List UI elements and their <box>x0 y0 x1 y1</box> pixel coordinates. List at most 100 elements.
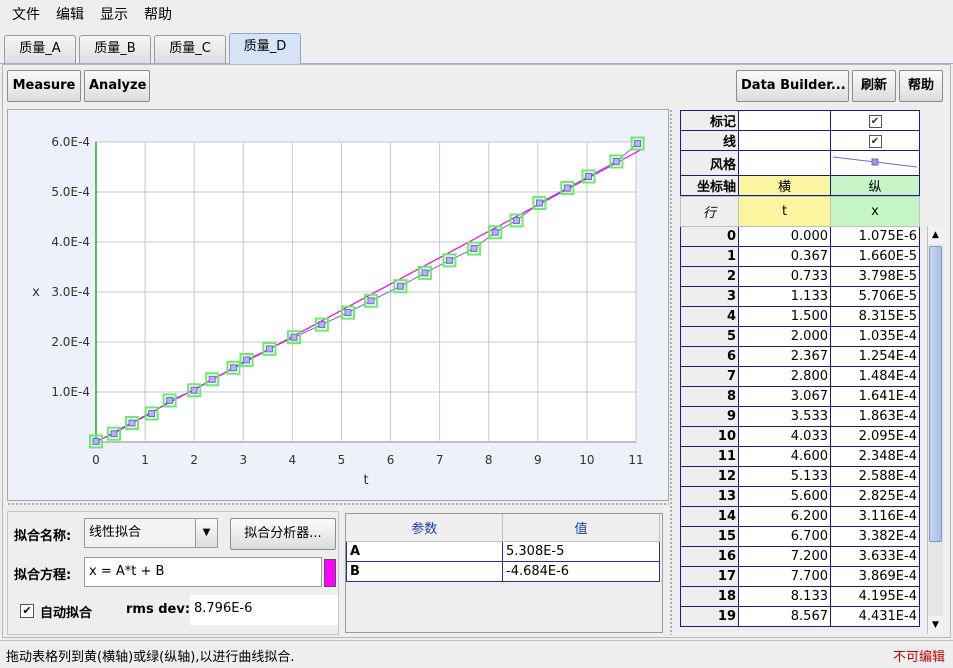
table-row[interactable]: 4 1.500 8.315E-5 <box>680 306 920 327</box>
menu-help[interactable]: 帮助 <box>144 7 172 23</box>
analyze-button[interactable]: Analyze <box>84 70 150 102</box>
y-tick-label: 3.0E-4 <box>51 285 90 299</box>
cell-x: 8.315E-5 <box>830 306 920 327</box>
cell-x: 1.254E-4 <box>830 346 920 367</box>
data-point-highlight <box>314 317 329 332</box>
x-tick-label: 8 <box>485 453 493 467</box>
prop-cell <box>738 130 831 151</box>
row-index: 12 <box>680 466 739 487</box>
y-tick-label: 2.0E-4 <box>51 335 90 349</box>
data-builder-button[interactable]: Data Builder... <box>736 70 849 102</box>
status-bar: 拖动表格列到黄(横轴)或绿(纵轴),以进行曲线拟合. 不可编辑 <box>0 640 953 668</box>
tab-mass-b[interactable]: 质量_B <box>79 35 151 63</box>
table-row[interactable]: 16 7.200 3.633E-4 <box>680 546 920 567</box>
fit-type-dropdown[interactable]: 线性拟合 ▼ <box>84 518 218 548</box>
prop-label: 坐标轴 <box>680 175 739 196</box>
cell-x: 1.484E-4 <box>830 366 920 387</box>
table-row[interactable]: 9 3.533 1.863E-4 <box>680 406 920 427</box>
table-row[interactable]: 3 1.133 5.706E-5 <box>680 286 920 307</box>
cell-t: 2.367 <box>738 346 831 367</box>
style-swatch[interactable] <box>830 150 920 176</box>
x-tick-label: 0 <box>92 453 100 467</box>
table-row[interactable]: A 5.308E-5 <box>346 540 660 562</box>
row-header: 行 <box>680 196 739 227</box>
data-point <box>208 375 216 383</box>
vertical-splitter[interactable] <box>669 109 673 635</box>
scroll-down-icon[interactable]: ▼ <box>928 616 943 634</box>
row-index: 0 <box>680 226 739 247</box>
row-index: 15 <box>680 526 739 547</box>
table-row[interactable]: 10 4.033 2.095E-4 <box>680 426 920 447</box>
plot-panel[interactable]: 0 1 2 3 4 5 6 7 8 9 10 11 1.0E-4 2.0E-4 3.0E-4 4.0E-4 5.… <box>7 109 669 501</box>
scroll-thumb[interactable] <box>929 246 942 542</box>
horizontal-axis-cell[interactable]: 横 <box>738 175 831 196</box>
table-row[interactable]: 5 2.000 1.035E-4 <box>680 326 920 347</box>
table-row[interactable]: 2 0.733 3.798E-5 <box>680 266 920 287</box>
menu-file[interactable]: 文件 <box>12 7 40 23</box>
table-row[interactable]: 19 8.567 4.431E-4 <box>680 606 920 627</box>
cell-x: 5.706E-5 <box>830 286 920 307</box>
menu-bar: 文件 编辑 显示 帮助 <box>0 0 953 30</box>
table-row[interactable]: 1 0.367 1.660E-5 <box>680 246 920 267</box>
help-button[interactable]: 帮助 <box>899 70 943 102</box>
cell-x: 2.825E-4 <box>830 486 920 507</box>
table-row[interactable]: 8 3.067 1.641E-4 <box>680 386 920 407</box>
cell-x: 3.116E-4 <box>830 506 920 527</box>
row-index: 17 <box>680 566 739 587</box>
tab-mass-d[interactable]: 质量_D <box>229 33 301 64</box>
measure-button[interactable]: Measure <box>7 70 81 102</box>
column-header-t[interactable]: t <box>738 196 831 227</box>
cell-t: 2.800 <box>738 366 831 387</box>
data-point <box>243 356 251 364</box>
fit-line <box>95 149 642 443</box>
data-point <box>585 173 593 180</box>
column-header-x[interactable]: x <box>830 196 920 227</box>
table-row[interactable]: 11 4.600 2.348E-4 <box>680 446 920 467</box>
cell-t: 0.000 <box>738 226 831 247</box>
table-row[interactable]: B -4.684E-6 <box>346 560 660 582</box>
table-row[interactable]: 17 7.700 3.869E-4 <box>680 566 920 587</box>
cell-x: 2.588E-4 <box>830 466 920 487</box>
fit-equation-field[interactable]: x = A*t + B <box>84 557 322 587</box>
data-point-highlight <box>532 196 547 210</box>
refresh-button[interactable]: 刷新 <box>852 70 896 102</box>
table-row[interactable]: 13 5.600 2.825E-4 <box>680 486 920 507</box>
horizontal-splitter[interactable] <box>7 502 669 506</box>
menu-edit[interactable]: 编辑 <box>56 7 84 23</box>
vertical-axis-cell[interactable]: 纵 <box>830 175 920 196</box>
x-tick-label: 3 <box>239 453 247 467</box>
auto-fit-checkbox[interactable]: ✔ <box>20 604 34 618</box>
x-tick-label: 9 <box>534 453 542 467</box>
cell-x: 4.431E-4 <box>830 606 920 627</box>
tab-mass-c[interactable]: 质量_C <box>154 35 226 63</box>
table-row[interactable]: 6 2.367 1.254E-4 <box>680 346 920 367</box>
row-index: 11 <box>680 446 739 467</box>
check-icon: ✔ <box>868 115 882 128</box>
table-row[interactable]: 18 8.133 4.195E-4 <box>680 586 920 607</box>
data-point <box>470 245 478 253</box>
data-point <box>367 297 375 305</box>
cell-t: 7.700 <box>738 566 831 587</box>
chevron-down-icon[interactable]: ▼ <box>195 519 217 547</box>
row-index: 6 <box>680 346 739 367</box>
tab-mass-a[interactable]: 质量_A <box>4 35 76 63</box>
table-row[interactable]: 15 6.700 3.382E-4 <box>680 526 920 547</box>
marker-checkbox[interactable]: ✔ <box>830 110 920 131</box>
table-row[interactable]: 14 6.200 3.116E-4 <box>680 506 920 527</box>
menu-view[interactable]: 显示 <box>100 7 128 23</box>
fit-analyzer-button[interactable]: 拟合分析器... <box>230 518 336 550</box>
row-index: 7 <box>680 366 739 387</box>
table-scrollbar[interactable]: ▲ ▼ <box>927 226 943 634</box>
table-row[interactable]: 7 2.800 1.484E-4 <box>680 366 920 387</box>
data-point-highlight <box>162 393 177 408</box>
prop-label: 标记 <box>680 110 739 131</box>
table-row[interactable]: 0 0.000 1.075E-6 <box>680 226 920 247</box>
data-point <box>318 321 326 329</box>
line-checkbox[interactable]: ✔ <box>830 130 920 151</box>
scatter-plot[interactable]: 0 1 2 3 4 5 6 7 8 9 10 11 1.0E-4 2.0E-4 3.0E-4 4.0E-4 5.… <box>8 110 668 500</box>
x-tick-label: 1 <box>141 453 149 467</box>
table-row[interactable]: 12 5.133 2.588E-4 <box>680 466 920 487</box>
fit-parameters-table: 参数 值 A 5.308E-5 B -4.684E-6 <box>345 513 663 633</box>
scroll-up-icon[interactable]: ▲ <box>928 226 943 244</box>
fit-color-swatch[interactable] <box>324 559 336 587</box>
